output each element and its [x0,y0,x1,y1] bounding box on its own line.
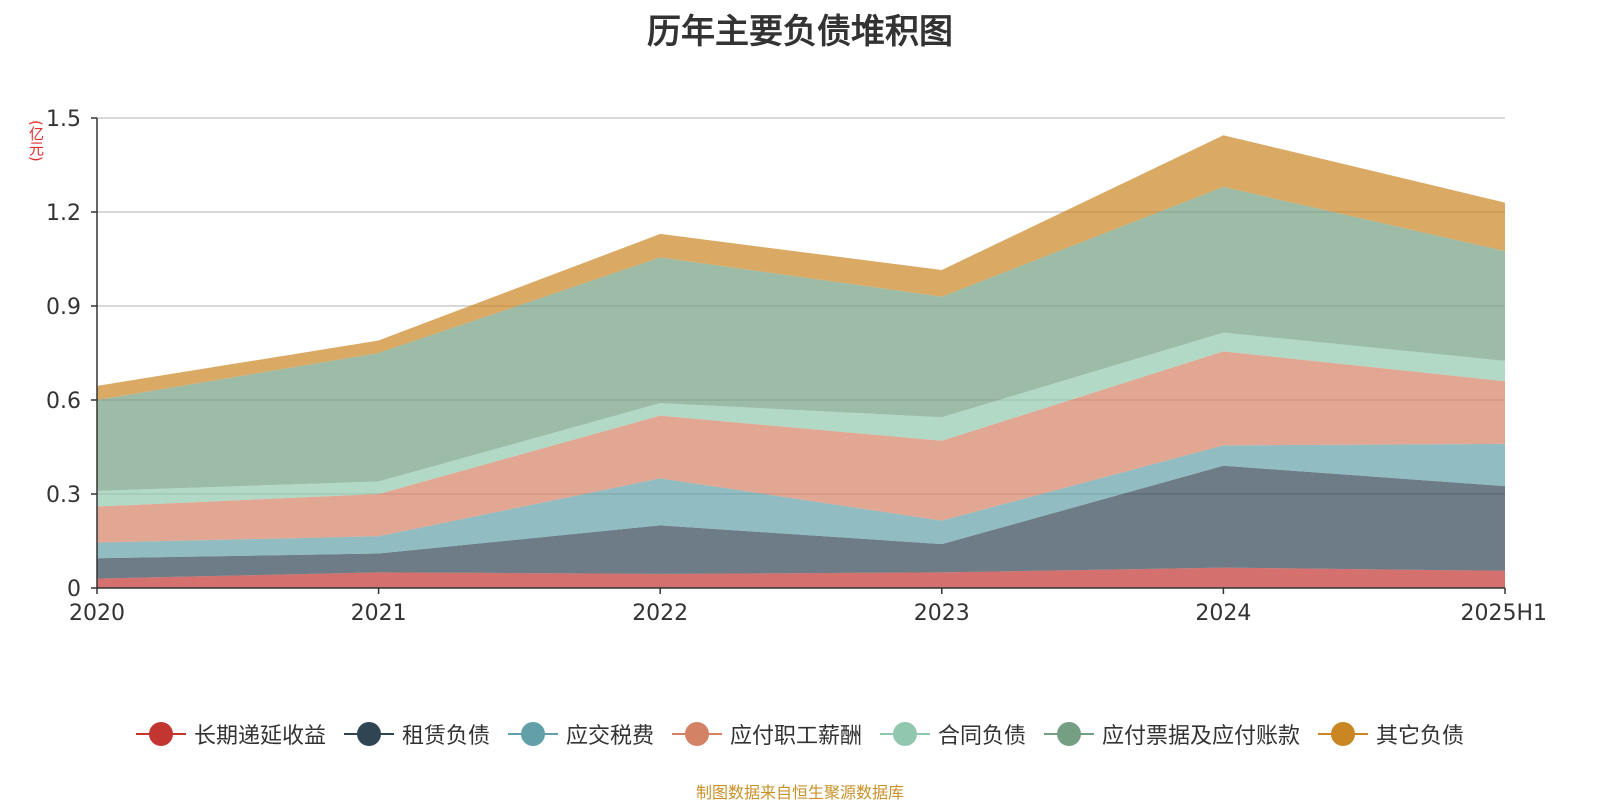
legend: 长期递延收益 租赁负债 应交税费 应付职工薪酬 合同负债 应付票据及应付账款 其它负债 [0,718,1600,750]
legend-label: 合同负债 [938,724,1027,749]
legend-marker-icon [671,722,722,746]
y-tick-label: 0.9 [46,295,81,320]
legend-marker-icon [135,722,186,746]
legend-item-4[interactable]: 合同负债 [880,718,1026,750]
legend-marker-icon [880,722,930,746]
legend-marker-icon [343,722,394,746]
area-series-3 [97,351,1505,543]
x-tick-label: 2023 [914,601,970,626]
legend-label: 其它负债 [1376,724,1465,749]
legend-item-1[interactable]: 租赁负债 [343,718,490,750]
legend-label: 应付票据及应付账款 [1102,724,1301,749]
area-series-4 [97,332,1505,507]
x-tick-label: 2025H1 [1460,601,1547,626]
data-source-note: 制图数据来自恒生聚源数据库 [695,783,904,802]
x-tick-label: 2020 [69,601,125,626]
legend-item-5[interactable]: 应付票据及应付账款 [1044,718,1300,750]
y-tick-label: 0 [67,577,81,602]
legend-item-3[interactable]: 应付职工薪酬 [671,718,862,750]
y-tick-label: 0.3 [46,483,81,508]
legend-marker-icon [1044,722,1095,746]
y-tick-label: 1.2 [46,201,81,226]
legend-marker-icon [507,722,558,746]
area-series-0 [97,567,1505,588]
area-series-1 [97,465,1505,579]
area-series-5 [97,186,1505,491]
x-tick-label: 2022 [632,601,688,626]
chart-title: 历年主要负债堆积图 [647,12,953,52]
y-axis-unit-label: (亿元) [27,120,45,162]
y-tick-label: 0.6 [46,389,81,414]
legend-label: 应付职工薪酬 [729,724,862,749]
x-tick-label: 2024 [1195,601,1251,626]
legend-label: 租赁负债 [401,724,490,749]
area-series-6 [97,135,1505,400]
area-series-2 [97,443,1505,559]
legend-label: 应交税费 [565,724,654,749]
y-tick-label: 1.5 [46,107,81,132]
x-tick-label: 2021 [351,601,407,626]
legend-label: 长期递延收益 [193,724,326,749]
legend-item-6[interactable]: 其它负债 [1318,718,1464,750]
legend-item-2[interactable]: 应交税费 [507,718,654,750]
legend-marker-icon [1318,722,1369,746]
legend-item-0[interactable]: 长期递延收益 [135,718,326,750]
